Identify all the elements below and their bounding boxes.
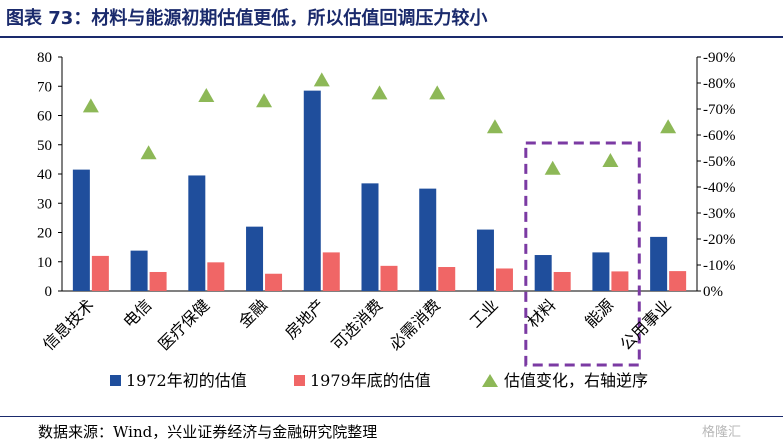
category-label: 工业: [466, 295, 502, 331]
bar-1979: [207, 262, 225, 291]
right-tick-label: -10%: [703, 258, 736, 274]
bar-1979: [495, 268, 513, 291]
bar-1979: [265, 273, 283, 291]
valuation-change-marker: [544, 160, 561, 175]
right-tick-label: -60%: [703, 128, 736, 144]
source-rule: [0, 416, 783, 417]
category-label: 医疗保健: [154, 295, 213, 354]
bar-1972: [246, 226, 264, 291]
left-tick-label: 10: [37, 255, 52, 271]
bar-1972: [534, 255, 552, 291]
bar-1979: [438, 267, 456, 291]
bar-1972: [188, 175, 206, 291]
right-tick-label: -50%: [703, 154, 736, 170]
valuation-change-marker: [198, 88, 215, 102]
left-tick-label: 20: [37, 226, 52, 242]
chart-title: 图表 73：材料与能源初期估值更低，所以估值回调压力较小: [6, 8, 488, 29]
bar-1972: [361, 183, 379, 291]
valuation-change-marker: [256, 93, 273, 108]
legend-swatch-1972: [110, 375, 121, 386]
bar-1979: [380, 265, 398, 291]
valuation-change-marker: [140, 145, 157, 160]
left-tick-label: 70: [37, 79, 52, 95]
category-label: 房地产: [281, 295, 328, 342]
right-tick-label: -20%: [703, 232, 736, 248]
category-label: 可选消费: [328, 295, 387, 354]
bar-1972: [419, 188, 437, 291]
bar-1972: [650, 236, 668, 291]
bar-1972: [130, 250, 148, 291]
chart-axes: [58, 56, 701, 292]
category-label: 能源: [581, 295, 617, 331]
valuation-change-marker: [429, 85, 446, 100]
source-note: 数据来源：Wind，兴业证券经济与金融研究院整理: [38, 423, 378, 441]
bar-1972: [476, 229, 494, 291]
right-tick-label: 0%: [703, 284, 723, 300]
legend-swatch-change: [482, 374, 498, 387]
right-tick-label: -40%: [703, 180, 736, 196]
watermark: 格隆汇: [702, 425, 742, 440]
bar-1979: [149, 271, 167, 291]
left-tick-label: 50: [37, 138, 52, 154]
bar-1972: [72, 169, 90, 291]
right-tick-label: -80%: [703, 76, 736, 92]
category-label: 公用事业: [616, 295, 675, 354]
category-label: 金融: [235, 295, 271, 331]
bar-1979: [322, 252, 340, 291]
valuation-change-marker: [486, 119, 503, 134]
right-tick-label: -70%: [703, 102, 736, 118]
category-label: 信息技术: [39, 295, 98, 354]
bar-1972: [592, 252, 610, 291]
chart-markers: [82, 72, 677, 367]
left-tick-label: 30: [37, 196, 52, 212]
valuation-change-marker: [602, 153, 619, 167]
right-tick-label: -90%: [703, 50, 736, 66]
title-rule: [0, 36, 783, 38]
category-label: 材料: [523, 295, 559, 331]
right-tick-label: -30%: [703, 206, 736, 222]
valuation-change-marker: [371, 85, 388, 100]
chart-legend: 1972年初的估值 1979年底的估值 估值变化，右轴逆序: [110, 371, 648, 390]
bar-1979: [553, 271, 571, 291]
bar-1972: [303, 90, 321, 291]
category-label: 电信: [119, 295, 155, 331]
left-tick-label: 0: [45, 284, 53, 300]
highlight-box: [524, 141, 641, 367]
legend-label-1972: 1972年初的估值: [126, 371, 247, 390]
chart-labels: 0 10 20 30 40 50 60 70 80 0% -10% -20% -30% -40% -50% -…: [37, 50, 736, 354]
left-tick-label: 60: [37, 109, 52, 125]
legend-label-change: 估值变化，右轴逆序: [504, 371, 648, 390]
valuation-change-marker: [82, 98, 99, 113]
valuation-change-marker: [313, 72, 330, 87]
bar-1979: [669, 271, 687, 291]
bar-1979: [91, 255, 109, 291]
left-tick-label: 80: [37, 50, 52, 66]
left-tick-label: 40: [37, 167, 52, 183]
legend-swatch-1979: [294, 375, 305, 386]
bar-1979: [611, 271, 629, 291]
category-label: 必需消费: [385, 295, 444, 354]
valuation-change-marker: [660, 119, 677, 134]
legend-label-1979: 1979年底的估值: [310, 371, 431, 390]
chart-bars: [72, 90, 687, 291]
